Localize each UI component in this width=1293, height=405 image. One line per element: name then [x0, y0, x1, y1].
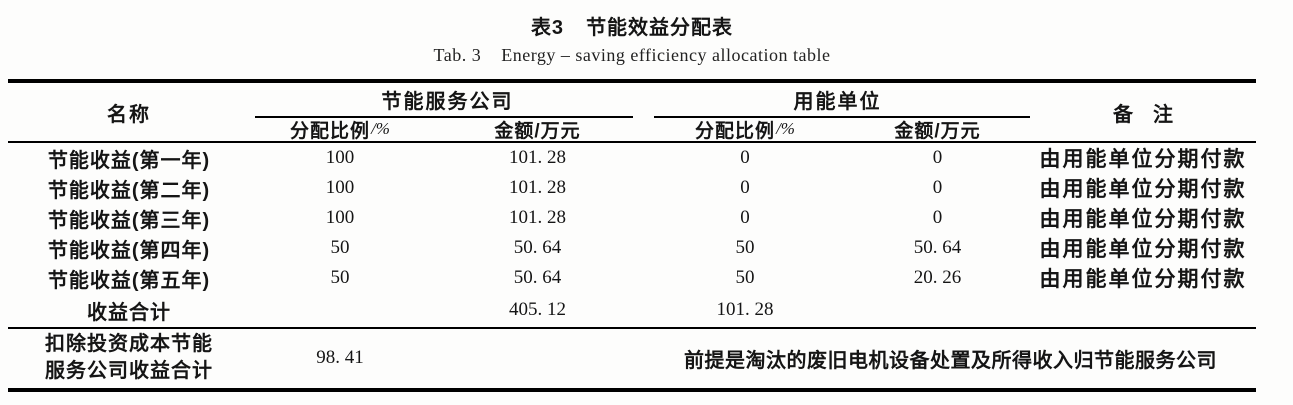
user-group-underline: [654, 116, 1030, 118]
table-prefooter-rule: [8, 327, 1256, 329]
row-note: 由用能单位分期付款: [1039, 208, 1247, 231]
table-footer-row: 扣除投资成本节能 服务公司收益合计 98. 41 前提是淘汰的废旧电机设备处置及…: [8, 329, 1256, 387]
esco-amount-value: 50. 64: [513, 237, 562, 258]
subheader-row: 分配比例/% 金额/万元 分配比例/% 金额/万元: [250, 117, 1030, 142]
table-row: 节能收益(第二年) 100 101. 28 0 0 由用能单位分期付款: [8, 173, 1256, 203]
header-name: 名称: [107, 103, 151, 126]
row-name: 节能收益(第一年): [47, 149, 211, 172]
table-body: 节能收益(第一年) 100 101. 28 0 0 由用能单位分期付款 节能收益…: [8, 143, 1256, 327]
table-bottom-rule: [8, 388, 1256, 392]
user-amount-value: 0: [932, 177, 943, 198]
row-name: 节能收益(第四年): [47, 239, 211, 262]
percent-unit: /%: [776, 119, 795, 138]
footer-value: 98. 41: [316, 347, 364, 368]
row-note: 由用能单位分期付款: [1039, 238, 1247, 261]
esco-ratio-value: 100: [325, 207, 355, 228]
subheader-esco-amount: 金额/万元: [430, 117, 645, 142]
table-title-cn: 节能效益分配表: [586, 17, 734, 39]
row-note: 由用能单位分期付款: [1039, 268, 1247, 291]
row-note: 由用能单位分期付款: [1039, 178, 1247, 201]
esco-amount-value: 101. 28: [509, 207, 566, 228]
user-ratio-value: 50: [735, 267, 755, 288]
footer-name-line2: 服务公司收益合计: [45, 360, 213, 382]
subheader-user-ratio: 分配比例/%: [645, 117, 845, 142]
table-row: 节能收益(第一年) 100 101. 28 0 0 由用能单位分期付款: [8, 143, 1256, 173]
footer-name: 扣除投资成本节能 服务公司收益合计: [8, 331, 250, 385]
user-ratio-value: 101. 28: [716, 299, 774, 320]
table-row: 节能收益(第五年) 50 50. 64 50 20. 26 由用能单位分期付款: [8, 263, 1256, 293]
subheader-esco-ratio-label: 分配比例: [290, 120, 371, 142]
footer-note: 前提是淘汰的废旧电机设备处置及所得收入归节能服务公司: [684, 349, 1217, 372]
table-header-rule: [8, 141, 1256, 143]
row-note: 由用能单位分期付款: [1039, 148, 1247, 171]
subheader-esco-ratio: 分配比例/%: [250, 117, 430, 142]
esco-amount-value: 101. 28: [509, 177, 566, 198]
user-amount-value: 0: [932, 207, 943, 228]
user-ratio-value: 0: [740, 177, 750, 198]
table-number-en: Tab. 3: [433, 45, 482, 65]
esco-ratio-value: 100: [325, 177, 355, 198]
user-ratio-value: 50: [735, 237, 755, 258]
user-ratio-value: 0: [740, 147, 750, 168]
table-caption-en: Tab. 3 Energy – saving efficiency allocat…: [8, 45, 1256, 66]
user-amount-value: 0: [932, 147, 943, 168]
subheader-esco-amount-label: 金额/万元: [494, 120, 581, 142]
esco-ratio-value: 100: [325, 147, 355, 168]
row-name: 节能收益(第五年): [47, 269, 211, 292]
esco-amount-value: 405. 12: [509, 299, 566, 320]
table-caption-cn: 表3 节能效益分配表: [8, 11, 1256, 40]
esco-group-underline: [255, 116, 633, 118]
subheader-user-amount-label: 金额/万元: [894, 120, 981, 142]
table-number-cn: 表3: [530, 17, 565, 39]
user-amount-value: 50. 64: [913, 237, 962, 258]
table-title-en: Energy – saving efficiency allocation ta…: [501, 45, 831, 65]
esco-amount-value: 101. 28: [509, 147, 566, 168]
row-name: 收益合计: [87, 301, 171, 324]
table-row: 节能收益(第四年) 50 50. 64 50 50. 64 由用能单位分期付款: [8, 233, 1256, 263]
esco-ratio-value: 50: [330, 267, 350, 288]
percent-unit: /%: [371, 119, 390, 138]
table-row: 节能收益(第三年) 100 101. 28 0 0 由用能单位分期付款: [8, 203, 1256, 233]
user-amount-value: 20. 26: [913, 267, 962, 288]
esco-amount-value: 50. 64: [513, 267, 562, 288]
row-name: 节能收益(第二年): [47, 179, 211, 202]
header-group-esco: 节能服务公司: [381, 91, 514, 113]
table-row-total: 收益合计 405. 12 101. 28: [8, 293, 1256, 327]
header-note: 备 注: [1113, 103, 1173, 126]
table-top-rule: [8, 79, 1256, 83]
subheader-user-amount: 金额/万元: [845, 117, 1030, 142]
footer-name-line1: 扣除投资成本节能: [45, 333, 213, 355]
subheader-user-ratio-label: 分配比例: [695, 120, 776, 142]
esco-ratio-value: 50: [330, 237, 350, 258]
user-ratio-value: 0: [740, 207, 750, 228]
row-name: 节能收益(第三年): [47, 209, 211, 232]
header-group-user: 用能单位: [793, 91, 882, 113]
